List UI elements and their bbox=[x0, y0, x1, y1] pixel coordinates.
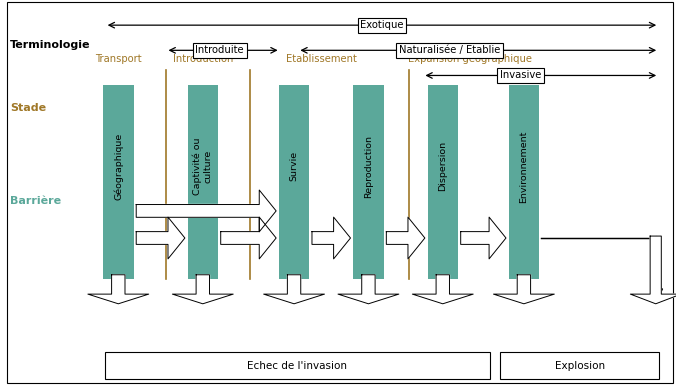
Text: Captivité ou
culture: Captivité ou culture bbox=[193, 138, 213, 195]
Polygon shape bbox=[387, 217, 425, 259]
Bar bbox=[105, 352, 490, 379]
Polygon shape bbox=[630, 236, 676, 304]
Text: Exotique: Exotique bbox=[360, 20, 404, 30]
Text: Environnement: Environnement bbox=[519, 130, 529, 203]
Bar bbox=[279, 85, 309, 279]
Polygon shape bbox=[493, 275, 554, 304]
Text: Etablissement: Etablissement bbox=[286, 54, 356, 64]
Polygon shape bbox=[136, 190, 276, 232]
Text: Reproduction: Reproduction bbox=[364, 135, 373, 198]
Text: Invasive: Invasive bbox=[500, 70, 541, 80]
Text: Expansion géographique: Expansion géographique bbox=[408, 53, 532, 64]
Polygon shape bbox=[412, 275, 473, 304]
Text: Barrière: Barrière bbox=[10, 196, 62, 206]
Polygon shape bbox=[264, 275, 324, 304]
Bar bbox=[103, 85, 134, 279]
Polygon shape bbox=[220, 217, 276, 259]
Text: Explosion: Explosion bbox=[554, 361, 605, 371]
Text: Stade: Stade bbox=[10, 103, 46, 113]
Polygon shape bbox=[312, 217, 351, 259]
Polygon shape bbox=[172, 275, 233, 304]
Bar bbox=[509, 85, 539, 279]
Bar bbox=[500, 352, 659, 379]
Text: Dispersion: Dispersion bbox=[438, 141, 448, 192]
Text: Terminologie: Terminologie bbox=[10, 39, 91, 50]
Bar bbox=[428, 85, 458, 279]
Text: Echec de l'invasion: Echec de l'invasion bbox=[247, 361, 347, 371]
Polygon shape bbox=[88, 275, 149, 304]
Polygon shape bbox=[338, 275, 399, 304]
Bar bbox=[354, 85, 384, 279]
Text: Survie: Survie bbox=[289, 151, 299, 182]
Polygon shape bbox=[461, 217, 506, 259]
Polygon shape bbox=[136, 217, 185, 259]
Bar bbox=[187, 85, 218, 279]
Text: Introduite: Introduite bbox=[195, 45, 244, 55]
Text: Naturalisée / Etablie: Naturalisée / Etablie bbox=[399, 45, 500, 55]
Text: Transport: Transport bbox=[95, 54, 141, 64]
Text: Introduction: Introduction bbox=[172, 54, 233, 64]
Text: Géographique: Géographique bbox=[114, 133, 123, 200]
